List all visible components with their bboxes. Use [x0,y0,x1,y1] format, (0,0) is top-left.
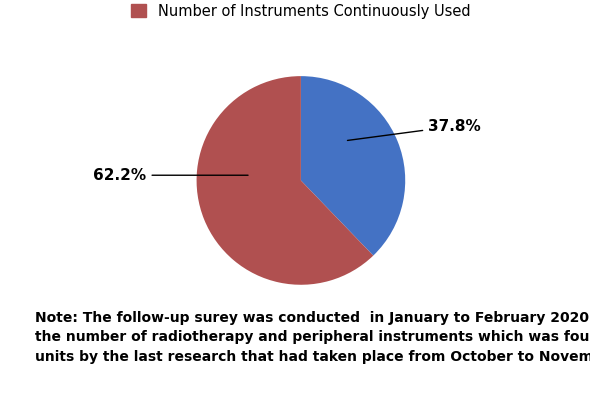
Wedge shape [196,76,373,285]
Text: Note: The follow-up surey was conducted  in January to February 2020 regarding
t: Note: The follow-up surey was conducted … [35,311,590,364]
Text: 37.8%: 37.8% [348,119,481,141]
Wedge shape [301,76,405,256]
Legend: Number of Instruments Replaced, Number of Instruments Continuously Used: Number of Instruments Replaced, Number o… [127,0,475,23]
Text: 62.2%: 62.2% [93,168,248,183]
